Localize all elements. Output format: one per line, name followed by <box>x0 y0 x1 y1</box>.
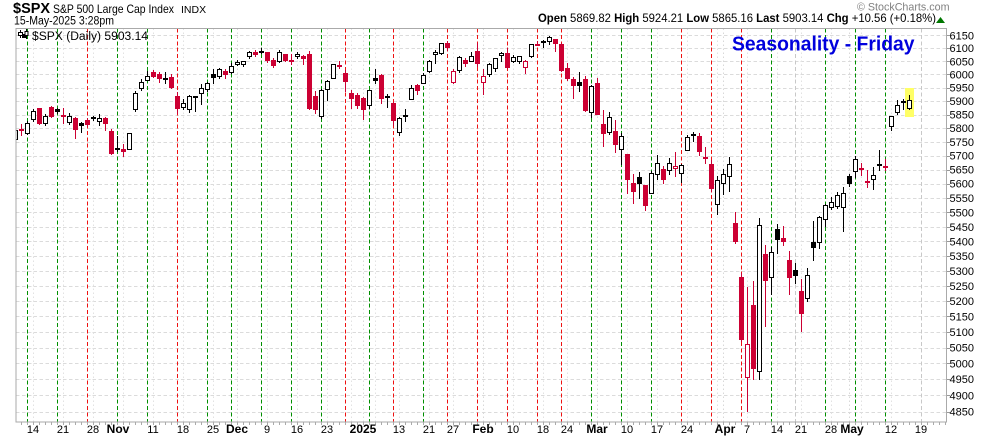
svg-text:19: 19 <box>915 424 927 436</box>
svg-text:25: 25 <box>207 424 219 436</box>
svg-text:5550: 5550 <box>950 193 974 205</box>
svg-text:6100: 6100 <box>950 43 974 55</box>
svg-text:Seasonality - Friday: Seasonality - Friday <box>732 33 915 56</box>
svg-text:28: 28 <box>825 424 837 436</box>
svg-text:16: 16 <box>291 424 303 436</box>
svg-text:Apr: Apr <box>715 422 736 436</box>
svg-text:5200: 5200 <box>950 296 974 308</box>
svg-text:4900: 4900 <box>950 390 974 402</box>
svg-text:5850: 5850 <box>950 110 974 122</box>
svg-text:5600: 5600 <box>950 179 974 191</box>
svg-text:28: 28 <box>87 424 99 436</box>
svg-text:14: 14 <box>27 424 39 436</box>
svg-text:27: 27 <box>447 424 459 436</box>
svg-text:$SPX: $SPX <box>13 1 50 17</box>
svg-text:5150: 5150 <box>950 312 974 324</box>
svg-text:Nov: Nov <box>107 422 130 436</box>
svg-text:21: 21 <box>423 424 435 436</box>
svg-text:21: 21 <box>795 424 807 436</box>
svg-text:5750: 5750 <box>950 137 974 149</box>
svg-text:17: 17 <box>651 424 663 436</box>
svg-text:14: 14 <box>771 424 783 436</box>
svg-text:9: 9 <box>264 424 270 436</box>
svg-text:© StockCharts.com: © StockCharts.com <box>857 2 950 14</box>
svg-text:18: 18 <box>177 424 189 436</box>
svg-text:S&P 500 Large Cap Index: S&P 500 Large Cap Index <box>53 2 174 16</box>
svg-text:18: 18 <box>537 424 549 436</box>
svg-text:Open 5869.82 High 5924.21 Low: Open 5869.82 High 5924.21 Low 5865.16 La… <box>538 12 936 25</box>
svg-text:Feb: Feb <box>472 422 493 436</box>
svg-text:5700: 5700 <box>950 151 974 163</box>
svg-text:May: May <box>840 422 864 436</box>
svg-text:12: 12 <box>885 424 897 436</box>
svg-text:10: 10 <box>507 424 519 436</box>
svg-text:$SPX (Daily) 5903.14: $SPX (Daily) 5903.14 <box>32 29 148 43</box>
svg-text:5950: 5950 <box>950 83 974 95</box>
svg-text:6000: 6000 <box>950 69 974 81</box>
svg-text:5250: 5250 <box>950 281 974 293</box>
svg-text:Mar: Mar <box>586 422 608 436</box>
svg-text:INDX: INDX <box>181 4 206 16</box>
svg-text:5450: 5450 <box>950 222 974 234</box>
svg-text:5400: 5400 <box>950 236 974 248</box>
svg-text:24: 24 <box>681 424 693 436</box>
svg-text:15-May-2025 3:28pm: 15-May-2025 3:28pm <box>14 16 114 28</box>
svg-text:2025: 2025 <box>350 422 377 436</box>
svg-text:4950: 4950 <box>950 374 974 386</box>
svg-text:Dec: Dec <box>226 422 248 436</box>
svg-text:6150: 6150 <box>950 30 974 42</box>
svg-text:5000: 5000 <box>950 358 974 370</box>
svg-text:5650: 5650 <box>950 165 974 177</box>
svg-text:23: 23 <box>321 424 333 436</box>
svg-text:5900: 5900 <box>950 96 974 108</box>
svg-text:10: 10 <box>621 424 633 436</box>
svg-text:5800: 5800 <box>950 123 974 135</box>
svg-text:5100: 5100 <box>950 327 974 339</box>
svg-text:11: 11 <box>147 424 158 436</box>
svg-text:6050: 6050 <box>950 56 974 68</box>
svg-text:5300: 5300 <box>950 266 974 278</box>
svg-text:21: 21 <box>57 424 69 436</box>
svg-text:7: 7 <box>744 424 750 436</box>
svg-text:5350: 5350 <box>950 251 974 263</box>
svg-text:5050: 5050 <box>950 343 974 355</box>
svg-text:5500: 5500 <box>950 207 974 219</box>
svg-text:4850: 4850 <box>950 407 974 419</box>
svg-text:24: 24 <box>561 424 573 436</box>
svg-text:13: 13 <box>393 424 405 436</box>
